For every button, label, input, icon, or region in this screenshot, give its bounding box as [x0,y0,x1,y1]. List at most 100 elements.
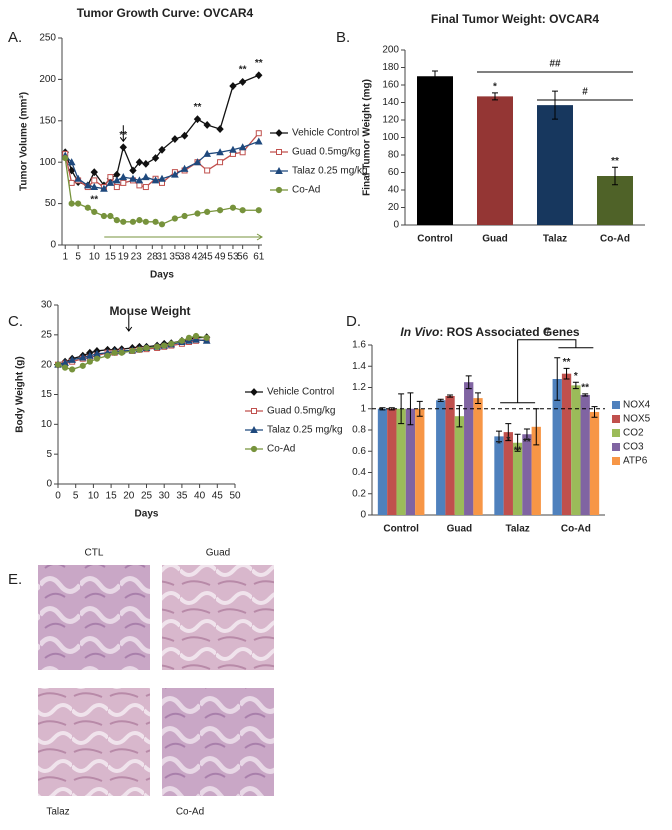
y-tick-label: 10 [41,419,53,430]
legend-swatch [612,429,620,437]
marker [79,362,86,369]
legend-label: Co-Ad [292,185,320,196]
marker [171,135,179,143]
legend-label: Talaz 0.25 mg/kg [267,425,343,436]
y-tick-label: 140 [382,97,399,108]
x-tick-label: 35 [169,252,181,263]
marker [100,212,108,220]
panel-label: E. [8,571,22,588]
x-tick-label: 56 [237,252,249,263]
x-tick-label: 53 [227,252,239,263]
x-tick-label: Co-Ad [600,234,630,245]
marker [250,425,258,433]
x-tick-label: Guad [447,524,473,535]
y-tick-label: 30 [41,300,53,311]
x-tick-label: Co-Ad [561,524,591,535]
bar [571,385,581,515]
error-bar [495,430,502,443]
x-tick-label: 0 [55,491,61,502]
bar [589,411,600,515]
y-tick-label: 40 [388,185,400,196]
marker [86,358,93,365]
x-tick-label: 30 [159,491,171,502]
marker [193,158,202,166]
marker [129,347,136,355]
series-line [64,157,259,226]
chart-title: In Vivo: ROS Associated Genes [400,325,580,339]
error-bar [572,381,579,390]
x-tick-label: 31 [156,252,168,263]
y-tick-label: 0.6 [352,446,366,457]
bracket-label: # [582,87,588,98]
y-tick-label: 50 [45,198,57,209]
marker [229,145,237,153]
marker [203,149,212,157]
marker [216,148,224,156]
marker [91,208,98,215]
y-tick-label: 20 [388,202,400,213]
marker [129,166,137,175]
x-axis-label: Days [150,270,174,281]
marker [106,178,115,186]
marker [152,218,159,225]
x-tick-label: 1 [62,252,68,263]
bracket [500,339,594,404]
marker [204,167,211,174]
significance-mark: * [493,82,497,93]
marker [229,82,237,90]
y-tick-label: 25 [41,329,53,340]
x-tick-label: 45 [212,491,224,502]
marker [216,207,224,214]
marker [151,154,160,162]
legend-label: CO3 [623,442,644,453]
error-bar [416,400,423,417]
marker [75,200,82,207]
marker [143,344,150,352]
marker [238,143,247,151]
x-tick-label: Guad [482,234,508,245]
marker [158,145,166,154]
bar [464,382,474,515]
x-tick-label: 5 [75,252,81,263]
marker [142,218,149,225]
significance-mark: ** [239,65,247,76]
marker [135,158,144,167]
marker [239,207,246,214]
bar [377,408,388,515]
series-line [64,74,260,187]
significance-mark: ** [523,437,531,448]
x-tick-label: 28 [147,252,159,263]
legend-label: Talaz 0.25 mg/kg [292,166,368,177]
marker [136,182,143,189]
x-tick-label: 25 [141,491,153,502]
bar [477,96,513,225]
marker [78,353,87,361]
marker [229,204,237,211]
x-tick-label: 61 [253,252,265,263]
marker [251,408,257,414]
x-tick-label: 10 [88,491,100,502]
error-bar [552,90,558,120]
marker [142,173,150,181]
marker [104,352,111,359]
image-label: CTL [85,548,104,559]
marker [69,366,76,373]
y-tick-label: 0 [50,240,56,251]
x-axis-label: Days [135,509,159,520]
y-axis-label: Tumor Volume (mm³) [19,92,30,191]
marker [185,334,193,341]
x-tick-label: 10 [89,252,101,263]
chart-title: Tumor Growth Curve: OVCAR4 [77,6,254,20]
error-bar [523,428,530,441]
y-tick-label: 1.6 [352,340,366,351]
marker [93,355,101,362]
x-tick-label: Control [383,524,419,535]
marker [238,77,247,86]
marker [91,177,98,184]
error-bar [591,406,598,418]
arrow [119,125,127,143]
chart-title-rest: : ROS Associated Genes [439,325,580,339]
marker [83,181,92,189]
image-label: Guad [206,548,230,559]
